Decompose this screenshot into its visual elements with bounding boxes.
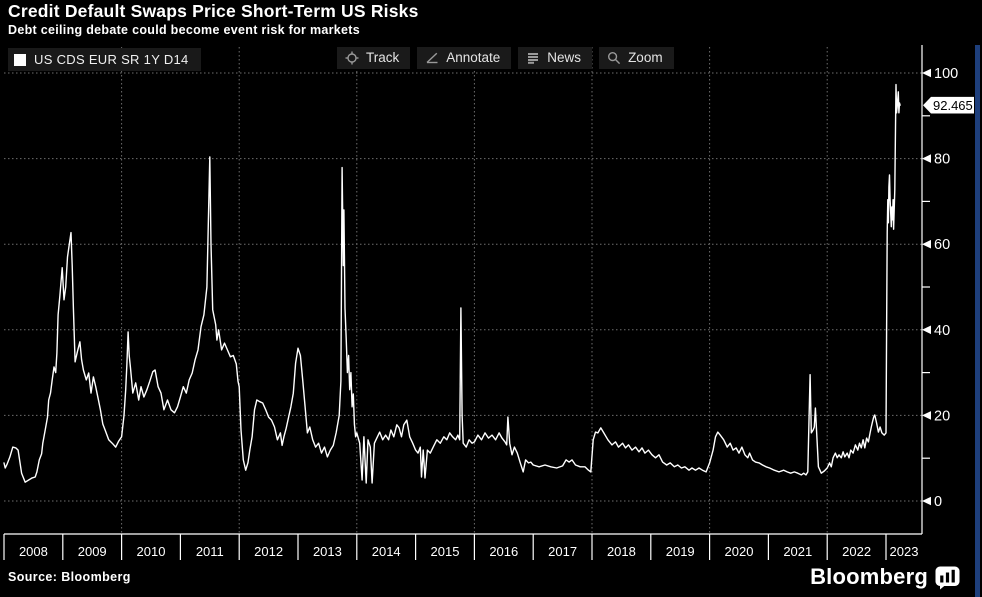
x-axis-label: 2010 [137, 544, 166, 559]
y-axis-label: 100 [934, 66, 958, 82]
chart-title: Credit Default Swaps Price Short-Term US… [8, 1, 419, 21]
y-axis-arrow-tick [922, 68, 931, 78]
news-button[interactable]: News [518, 47, 593, 69]
magnifier-icon [607, 51, 621, 65]
pencil-line-icon [425, 51, 439, 65]
chart-subtitle: Debt ceiling debate could become event r… [8, 23, 361, 37]
news-button-label: News [547, 50, 582, 65]
y-axis-arrow-tick [922, 496, 931, 506]
x-axis-label: 2014 [372, 544, 401, 559]
last-price-badge [923, 96, 974, 114]
x-axis-label: 2011 [196, 544, 224, 559]
y-axis-label: 0 [934, 494, 942, 510]
legend-swatch [14, 53, 26, 66]
x-axis-label: 2008 [19, 544, 48, 559]
crosshair-icon [345, 51, 359, 65]
x-axis-label: 2022 [842, 544, 871, 559]
track-button[interactable]: Track [337, 47, 411, 69]
x-axis-label: 2015 [431, 544, 460, 559]
zoom-button-label: Zoom [628, 50, 663, 65]
series-legend[interactable]: US CDS EUR SR 1Y D14 [8, 48, 201, 71]
x-axis-label: 2009 [78, 544, 107, 559]
x-axis-label: 2020 [725, 544, 754, 559]
x-axis-label: 2021 [783, 544, 812, 559]
y-axis-label: 60 [934, 237, 950, 253]
bloomberg-logo-icon [935, 566, 960, 595]
x-axis-label: 2018 [607, 544, 636, 559]
zoom-button[interactable]: Zoom [599, 47, 674, 69]
legend-label: US CDS EUR SR 1Y D14 [34, 52, 189, 67]
x-axis-label: 2012 [254, 544, 283, 559]
y-axis-arrow-tick [922, 325, 931, 335]
source-label: Source: Bloomberg [8, 570, 131, 584]
y-axis-arrow-tick [922, 239, 931, 249]
x-axis-label: 2017 [548, 544, 577, 559]
track-button-label: Track [366, 50, 400, 65]
annotate-button[interactable]: Annotate [417, 47, 512, 69]
chart-toolbar: Track Annotate News [337, 47, 674, 69]
y-axis-label: 40 [934, 323, 950, 339]
x-axis-label: 2023 [890, 544, 919, 559]
news-lines-icon [526, 51, 540, 65]
last-price-badge-value: 92.465 [933, 98, 973, 113]
y-axis-label: 20 [934, 408, 950, 424]
x-axis-label: 2019 [666, 544, 695, 559]
annotate-button-label: Annotate [446, 50, 501, 65]
bloomberg-wordmark: Bloomberg [810, 564, 928, 589]
y-axis-arrow-tick [922, 411, 931, 420]
y-axis-label: 80 [934, 152, 950, 168]
y-axis-arrow-tick [922, 154, 931, 163]
price-line-series [3, 83, 901, 484]
window-edge-scrollbar[interactable] [975, 45, 980, 597]
x-axis-label: 2016 [489, 544, 518, 559]
x-axis-label: 2013 [313, 544, 342, 559]
